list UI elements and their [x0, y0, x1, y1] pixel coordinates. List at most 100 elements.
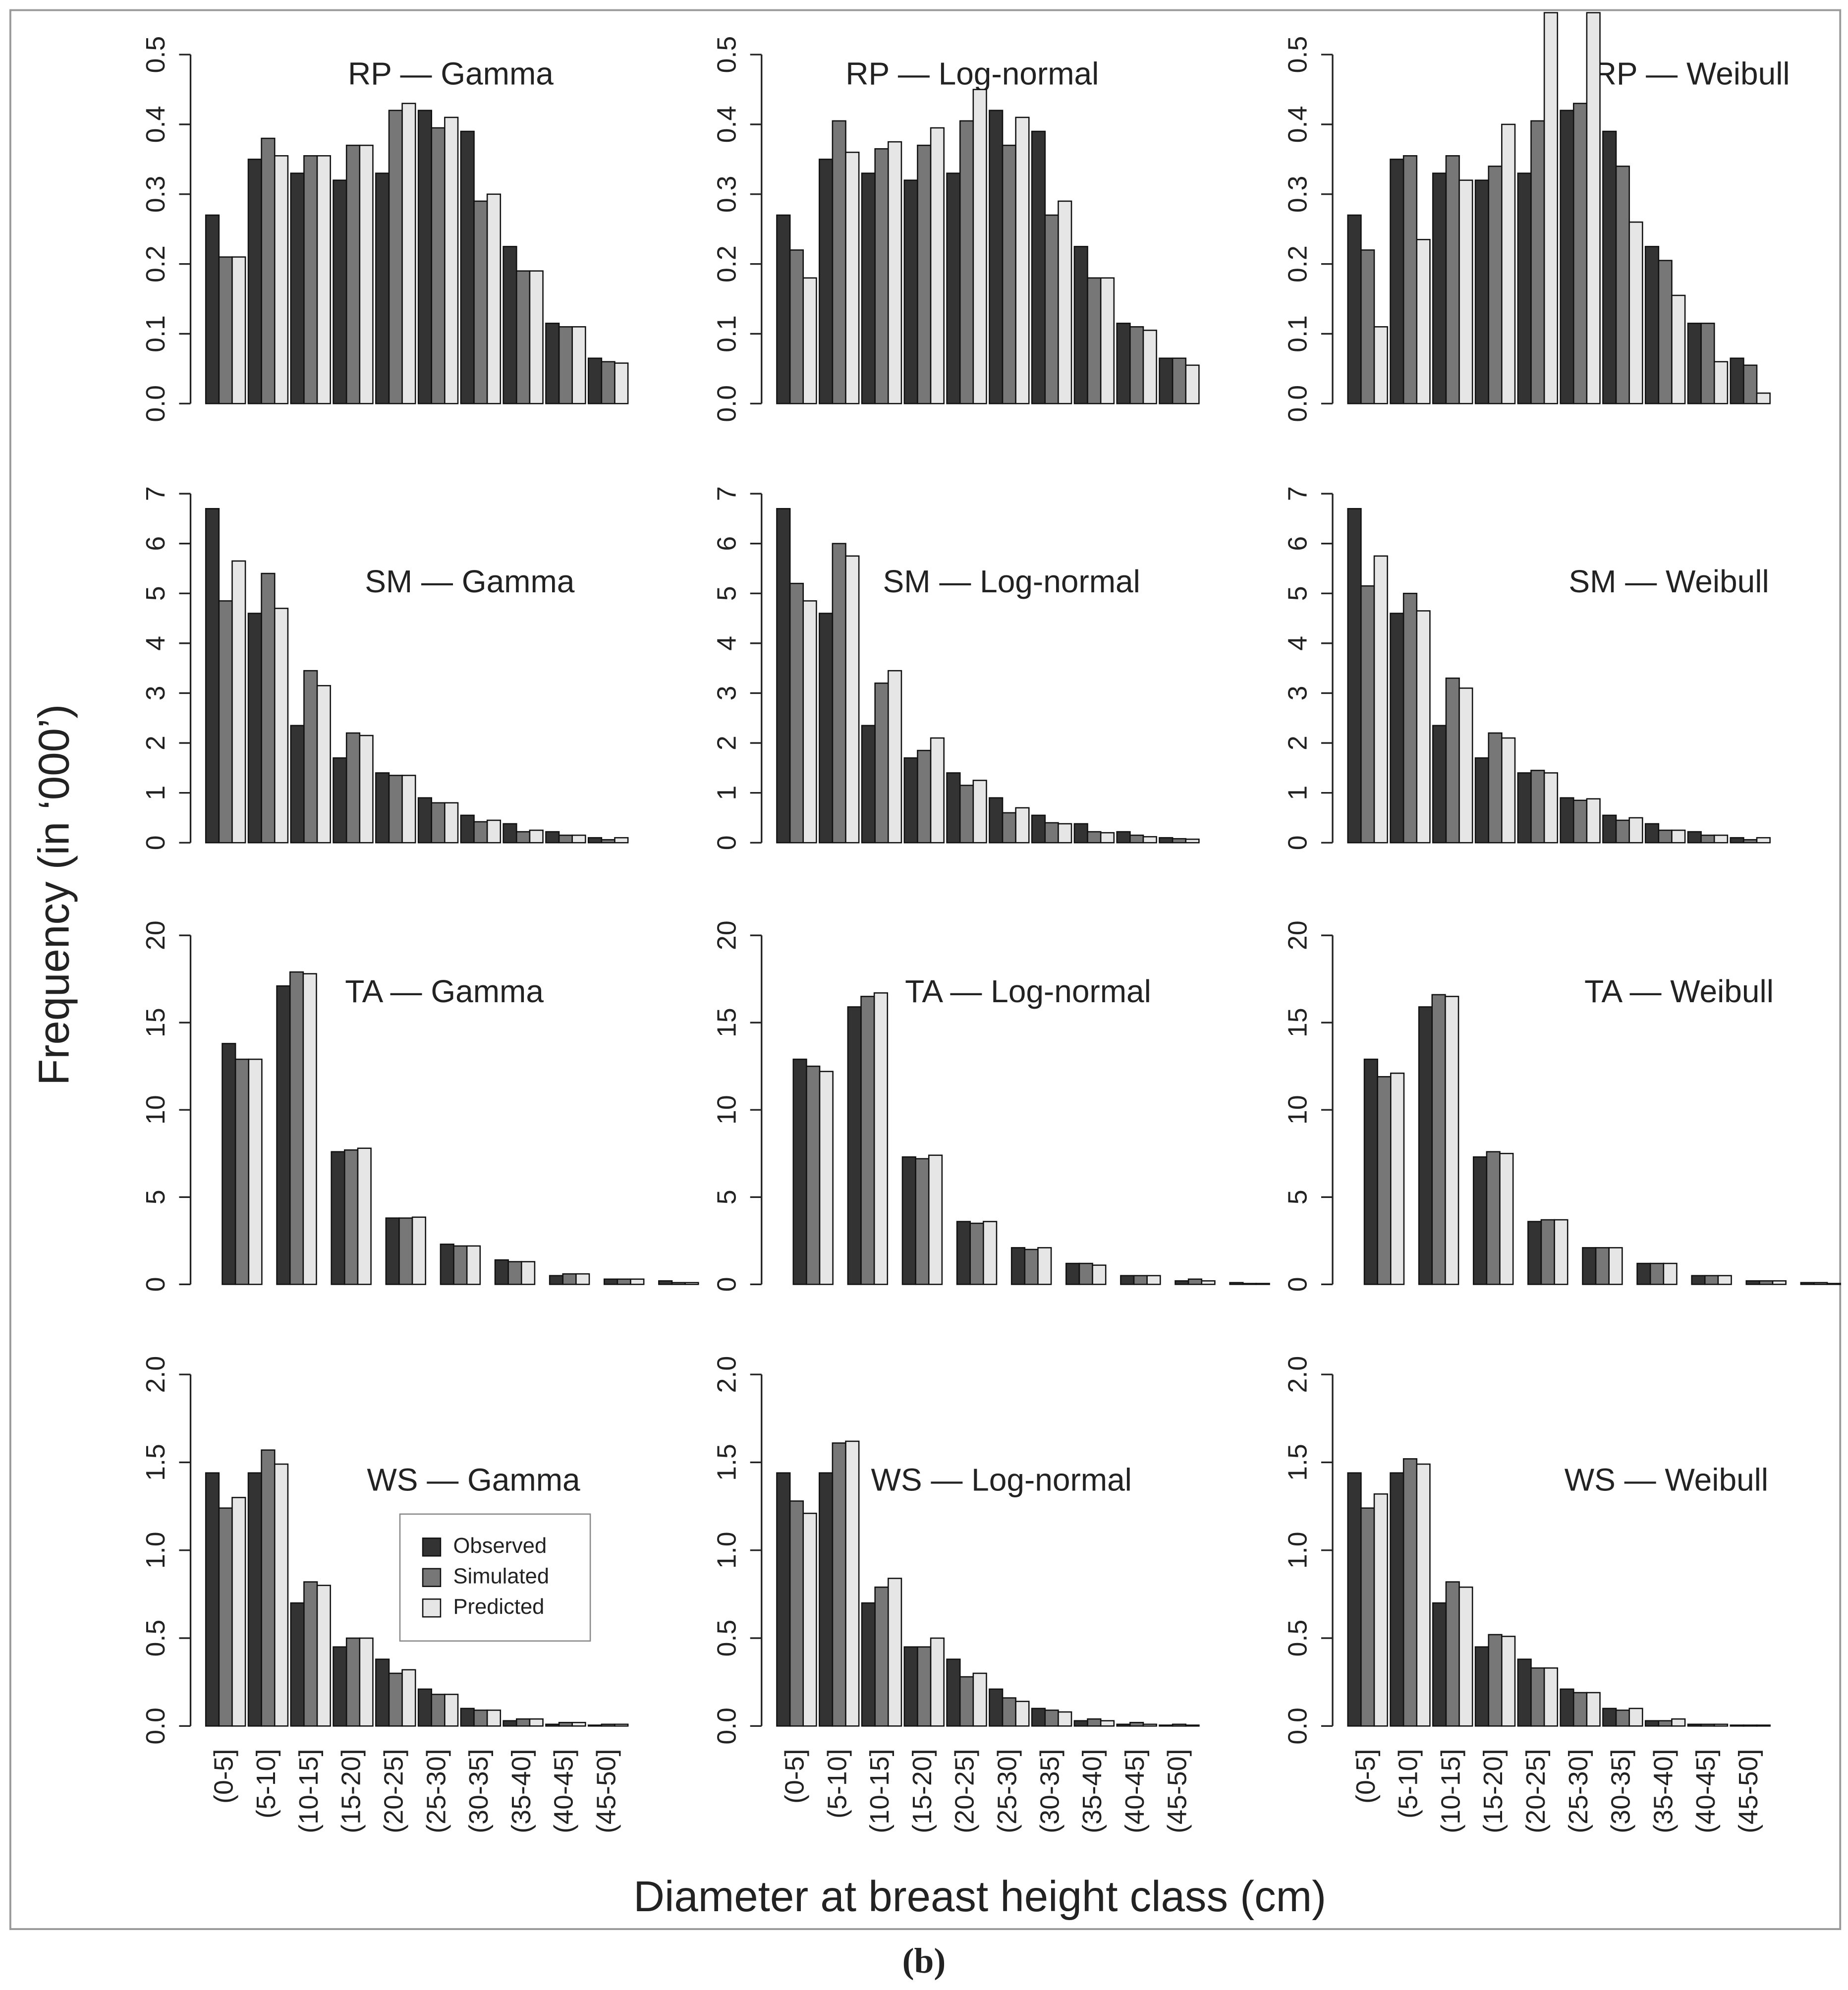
y-tick-label: 20	[1283, 920, 1313, 950]
bar	[222, 1043, 236, 1285]
y-axis-label: Frequency (in ‘000’)	[30, 704, 78, 1085]
bar	[261, 137, 276, 404]
bar	[1772, 1280, 1787, 1285]
bar	[1116, 1723, 1131, 1727]
bar	[1743, 1724, 1758, 1727]
y-tick-label: 10	[712, 1095, 741, 1125]
bar	[1031, 130, 1046, 404]
bar	[529, 270, 544, 404]
bar	[972, 1672, 987, 1727]
bar	[417, 1688, 433, 1727]
bar	[601, 361, 616, 404]
bar	[1390, 613, 1404, 844]
bar	[861, 725, 876, 844]
bar	[417, 797, 433, 844]
bar	[1445, 996, 1459, 1285]
bar	[1129, 1722, 1144, 1727]
bar	[290, 725, 305, 844]
bar	[1390, 1073, 1405, 1285]
bar	[1671, 294, 1686, 404]
bar	[1615, 819, 1630, 844]
bar	[1010, 1247, 1026, 1285]
bar	[1501, 737, 1516, 844]
bar	[1602, 130, 1617, 404]
bar	[789, 582, 804, 844]
bar	[460, 130, 475, 404]
bar	[989, 797, 1004, 844]
bar	[1377, 1076, 1392, 1285]
bar	[1445, 155, 1460, 404]
bar	[861, 1602, 876, 1727]
bar	[1458, 1586, 1473, 1727]
bar	[1517, 172, 1532, 404]
y-tick-label: 0.4	[1283, 106, 1313, 143]
bar	[614, 362, 629, 404]
bar	[802, 1513, 817, 1727]
x-tick-label: (35-40]	[1648, 1749, 1678, 1833]
y-tick-label: 0.0	[141, 1707, 170, 1745]
bar	[1543, 12, 1559, 404]
bar	[1416, 239, 1431, 404]
bar	[453, 1245, 468, 1285]
bar	[1759, 1280, 1774, 1285]
bar	[417, 110, 433, 404]
bar	[972, 89, 987, 404]
y-tick-label: 4	[1283, 636, 1313, 651]
bar	[1572, 103, 1588, 404]
bar	[1586, 1692, 1601, 1727]
bar	[1582, 1247, 1597, 1285]
bar	[1663, 1262, 1678, 1285]
bar	[1445, 1581, 1460, 1727]
y-tick-label: 3	[712, 685, 741, 700]
bar	[1608, 1247, 1623, 1285]
bar	[466, 1245, 481, 1285]
bar	[1636, 1262, 1651, 1285]
y-tick-label: 0.4	[141, 106, 170, 143]
y-tick-label: 2	[712, 736, 741, 750]
bar	[303, 670, 318, 844]
y-tick-label: 1.0	[141, 1532, 170, 1569]
bar	[1390, 1472, 1404, 1727]
bar	[1730, 1724, 1744, 1727]
y-tick-label: 1.5	[712, 1444, 741, 1481]
bar	[545, 831, 560, 844]
bar	[1373, 555, 1388, 844]
bar	[545, 323, 560, 404]
bar	[1120, 1275, 1135, 1285]
bar	[1713, 1723, 1729, 1727]
bar	[1015, 1701, 1030, 1727]
bar	[1530, 120, 1545, 404]
bar	[231, 560, 246, 844]
y-tick-label: 1.0	[1283, 1532, 1313, 1569]
bar	[529, 1718, 544, 1727]
bar	[440, 1244, 454, 1285]
y-tick-label: 15	[712, 1008, 741, 1037]
bar	[231, 256, 246, 404]
y-tick-label: 0.1	[712, 315, 741, 352]
bar	[601, 1723, 616, 1727]
bar	[930, 1637, 945, 1727]
bar	[1100, 832, 1115, 844]
bar	[959, 1676, 974, 1727]
y-tick-label: 2	[141, 736, 170, 750]
bar	[1572, 1692, 1588, 1727]
bar	[247, 1472, 262, 1727]
bar	[375, 1658, 390, 1727]
bar	[845, 1440, 860, 1727]
x-tick-label: (5-10]	[822, 1749, 852, 1818]
x-tick-label: (35-40]	[1077, 1749, 1107, 1833]
chart-title: RP — Gamma	[348, 56, 554, 92]
bar	[1602, 814, 1617, 844]
y-tick-label: 5	[1283, 586, 1313, 601]
bar	[832, 1442, 846, 1727]
bar	[558, 326, 573, 404]
bar	[1586, 12, 1601, 404]
bar	[516, 831, 531, 844]
bar	[359, 1637, 374, 1727]
bar	[1472, 1156, 1488, 1285]
bar	[1644, 1720, 1660, 1727]
legend-swatch	[422, 1537, 442, 1557]
bar	[1402, 592, 1418, 844]
bar	[1065, 1262, 1080, 1285]
